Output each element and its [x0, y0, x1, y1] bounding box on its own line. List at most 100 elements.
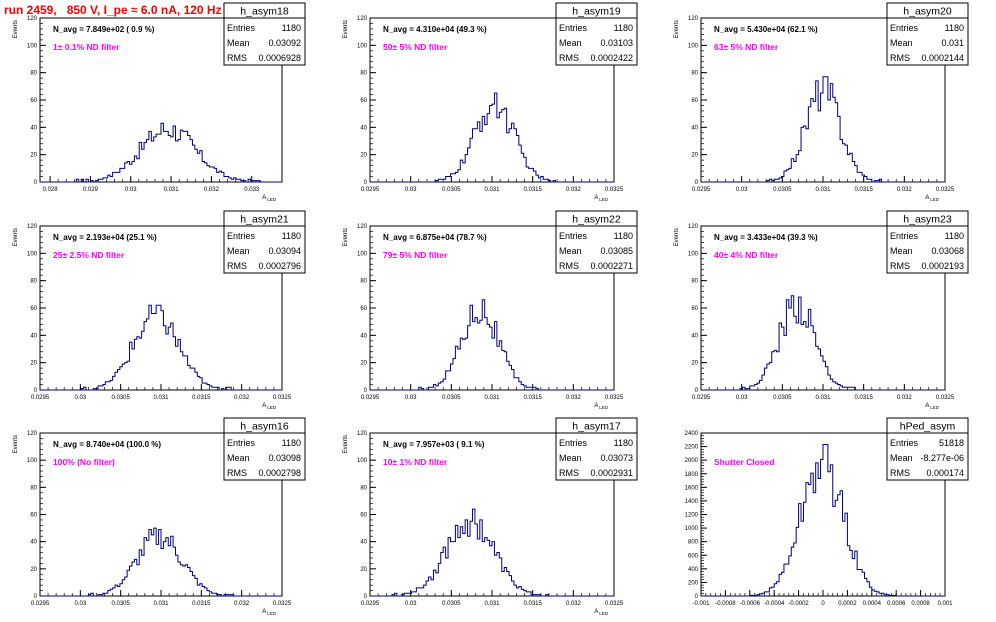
y-tick-label: 100 — [27, 458, 38, 464]
navg-label: N_avg = 7.957e+03 ( 9.1 %) — [383, 440, 485, 449]
y-tick-label: 0 — [695, 180, 699, 186]
x-tick-label: 0.0315 — [854, 395, 873, 401]
page-title: run 2459, 850 V, I_pe ≈ 6.0 nA, 120 Hz — [4, 3, 222, 17]
x-tick-label: 0.0315 — [192, 395, 211, 401]
y-tick-label: 0 — [34, 180, 38, 186]
y-tick-label: 120 — [688, 224, 699, 230]
histogram-panel-h_asym16: 0 20 40 60 80 100 120 0.0295 0.03 0.0305 0.031 0.03… — [13, 417, 306, 616]
stats-label: Entries — [559, 23, 588, 33]
stats-value: 0.0002144 — [921, 53, 964, 63]
x-tick-label: 0.0002 — [838, 601, 857, 607]
stats-value: 0.0002931 — [590, 468, 633, 478]
stats-value: 0.03092 — [268, 38, 301, 48]
y-tick-label: 60 — [360, 306, 367, 312]
x-tick-label: 0.0295 — [361, 187, 380, 193]
x-tick-label: 0.028 — [43, 187, 59, 193]
stats-title: h_asym19 — [572, 6, 621, 18]
y-tick-label: 1200 — [685, 513, 699, 519]
y-tick-label: 20 — [360, 361, 367, 367]
x-tick-label: 0.0315 — [523, 395, 542, 401]
stats-value: 1180 — [945, 231, 964, 241]
y-tick-label: 120 — [27, 16, 38, 22]
x-tick-label: 0.032 — [897, 395, 913, 401]
stats-label: Mean — [559, 246, 582, 256]
x-axis-label-sub: LED — [267, 405, 277, 410]
x-tick-label: 0.0295 — [692, 187, 711, 193]
stats-box — [886, 432, 969, 481]
x-axis-label-main: A — [925, 403, 929, 409]
x-tick-label: 0.032 — [204, 187, 220, 193]
x-tick-label: 0.0325 — [936, 187, 955, 193]
y-tick-label: 400 — [688, 567, 699, 573]
histogram-line — [40, 527, 282, 597]
stats-label: RMS — [559, 53, 579, 63]
navg-label: N_avg = 2.193e+04 (25.1 %) — [53, 233, 157, 242]
histogram-line — [701, 295, 945, 391]
y-axis-label: Events — [343, 228, 349, 246]
histogram-line — [701, 76, 945, 183]
y-tick-label: 40 — [30, 333, 37, 339]
stats-value: 0.03085 — [600, 246, 633, 256]
y-tick-label: 80 — [691, 71, 698, 77]
x-axis-label: ALED — [925, 403, 940, 410]
stats-label: Mean — [890, 453, 913, 463]
x-tick-label: 0.031 — [153, 395, 169, 401]
stats-label: RMS — [559, 468, 579, 478]
x-axis-label-sub: LED — [267, 197, 277, 202]
navg-label: N_avg = 5.430e+04 (62.1 %) — [714, 25, 818, 34]
stats-title: h_asym16 — [240, 421, 289, 433]
x-tick-label: 0.0325 — [273, 395, 292, 401]
y-axis-label: Events — [13, 435, 19, 453]
stats-label: Entries — [559, 438, 588, 448]
stats-value: 0.0002271 — [590, 261, 633, 271]
x-tick-label: 0.0305 — [442, 601, 461, 607]
navg-label: N_avg = 7.849e+02 ( 0.9 %) — [53, 25, 155, 34]
y-axis-label: Events — [674, 228, 680, 246]
histogram-panel-h_asym23: 0 20 40 60 80 100 120 0.0295 0.03 0.0305 0.031 0.03… — [674, 210, 969, 410]
filter-label: 100% (No filter) — [53, 457, 115, 467]
stats-box — [555, 225, 638, 274]
stats-box — [555, 432, 638, 481]
histogram-line — [40, 304, 282, 391]
navg-label: N_avg = 8.740e+04 (100.0 %) — [53, 440, 161, 449]
x-tick-label: 0.001 — [937, 601, 953, 607]
stats-label: Mean — [227, 453, 250, 463]
y-tick-label: 60 — [30, 513, 37, 519]
y-axis-label: Events — [343, 435, 349, 453]
x-tick-label: -0.0002 — [788, 601, 809, 607]
filter-label: 1± 0.1% ND filter — [53, 42, 120, 52]
y-tick-label: 0 — [695, 594, 699, 600]
x-tick-label: 0.0325 — [936, 395, 955, 401]
x-tick-label: 0.0315 — [854, 187, 873, 193]
x-axis-label-main: A — [262, 403, 266, 409]
y-tick-label: 1400 — [685, 499, 699, 505]
stats-value: 0.03094 — [268, 246, 301, 256]
filter-label: 63± 5% ND filter — [714, 42, 779, 52]
y-axis-label: Events — [13, 20, 19, 38]
y-tick-label: 100 — [357, 43, 368, 49]
stats-value: 1180 — [282, 23, 301, 33]
stats-value: 0.03103 — [600, 38, 633, 48]
x-axis-label-sub: LED — [930, 197, 940, 202]
filter-label: 10± 1% ND filter — [383, 457, 448, 467]
x-tick-label: -0.0004 — [764, 601, 785, 607]
x-axis-label: ALED — [594, 403, 609, 410]
stats-title: h_asym22 — [572, 214, 621, 226]
x-tick-label: 0.0305 — [442, 395, 461, 401]
x-tick-label: 0.03 — [125, 187, 137, 193]
x-axis-label: ALED — [925, 195, 940, 202]
histogram-line — [370, 508, 614, 597]
y-tick-label: 100 — [27, 43, 38, 49]
x-tick-label: 0.0295 — [361, 601, 380, 607]
y-tick-label: 80 — [30, 279, 37, 285]
stats-label: Entries — [227, 23, 256, 33]
x-tick-label: 0.0305 — [773, 395, 792, 401]
histogram-panel-h_asym21: 0 20 40 60 80 100 120 0.0295 0.03 0.0305 0.031 0.03… — [13, 210, 306, 410]
x-tick-label: 0.031 — [815, 395, 831, 401]
y-tick-label: 20 — [691, 361, 698, 367]
stats-box — [223, 225, 306, 274]
y-tick-label: 800 — [688, 540, 699, 546]
x-tick-label: 0.0325 — [605, 601, 624, 607]
y-tick-label: 0 — [364, 180, 368, 186]
